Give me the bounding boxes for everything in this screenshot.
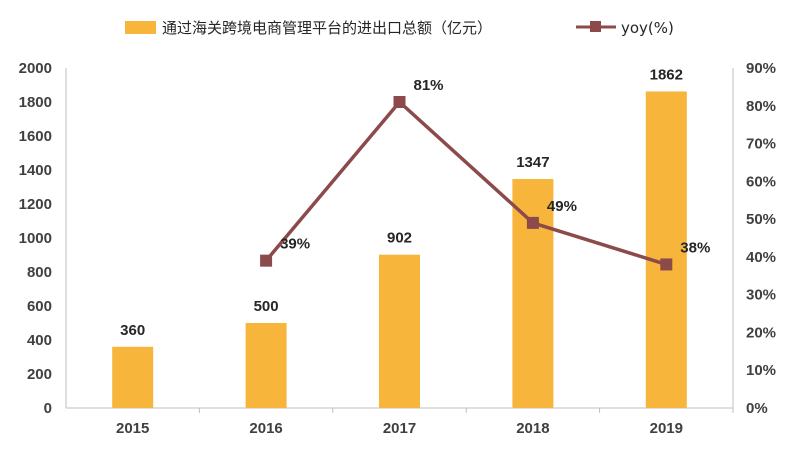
y-right-tick-label: 70%: [746, 136, 776, 153]
y-right-tick-label: 0%: [746, 400, 768, 417]
bar-value-label: 500: [254, 298, 279, 315]
y-left-tick-label: 1400: [19, 162, 52, 179]
bar-value-label: 1347: [516, 154, 549, 171]
y-left-tick-label: 2000: [19, 60, 52, 77]
yoy-marker: [526, 216, 539, 229]
y-left-tick-label: 600: [27, 298, 52, 315]
y-left-tick-label: 1800: [19, 94, 52, 111]
yoy-value-label: 81%: [414, 77, 444, 94]
bar-value-label: 360: [120, 322, 145, 339]
y-right-tick-label: 90%: [746, 60, 776, 77]
data-labels: 360 500 902 1347 1862 39% 81% 49% 38%: [120, 66, 710, 338]
yoy-marker: [393, 96, 406, 108]
y-right-tick-label: 50%: [746, 211, 776, 228]
axes: 0 200 400 600 800 1000 1200 1400 1600 1800 2000 0% 1…: [19, 60, 776, 437]
y-right-tick-label: 60%: [746, 173, 776, 190]
bar: [379, 254, 420, 408]
bar-value-label: 1862: [650, 66, 683, 83]
y-left-tick-label: 800: [27, 264, 52, 281]
x-tick-label: 2015: [116, 420, 149, 437]
x-tick-label: 2017: [383, 420, 416, 437]
bar: [245, 323, 287, 408]
y-right-tick-label: 20%: [746, 324, 776, 341]
bars: [112, 91, 687, 409]
legend-line-marker: [590, 21, 601, 32]
y-left-tick-label: 400: [27, 332, 52, 349]
legend: 通过海关跨境电商管理平台的进出口总额（亿元） yoy(%): [125, 19, 674, 37]
y-left-tick-label: 1200: [19, 196, 52, 213]
bar: [112, 346, 154, 408]
yoy-marker: [260, 254, 273, 267]
legend-bar-swatch: [125, 21, 156, 34]
y-left-tick-label: 0: [44, 400, 52, 417]
x-tick-label: 2019: [650, 420, 683, 437]
yoy-value-label: 39%: [280, 236, 310, 253]
y-left-tick-label: 200: [27, 366, 52, 383]
y-right-tick-label: 10%: [746, 362, 776, 379]
yoy-value-label: 49%: [547, 198, 577, 215]
y-right-tick-label: 80%: [746, 98, 776, 115]
line-series: [260, 96, 673, 271]
yoy-value-label: 38%: [680, 239, 710, 256]
y-left-tick-label: 1600: [19, 128, 52, 145]
y-left-tick-label: 1000: [19, 230, 52, 247]
y-right-tick-label: 30%: [746, 287, 776, 304]
y-right-tick-label: 40%: [746, 249, 776, 266]
yoy-line: [264, 99, 667, 267]
x-tick-label: 2016: [249, 420, 282, 437]
bar: [645, 91, 687, 409]
legend-bar-label: 通过海关跨境电商管理平台的进出口总额（亿元）: [162, 19, 492, 37]
legend-line-label: yoy(%): [621, 19, 674, 37]
yoy-marker: [660, 258, 673, 271]
x-tick-label: 2018: [516, 420, 549, 437]
bar-value-label: 902: [387, 230, 412, 247]
